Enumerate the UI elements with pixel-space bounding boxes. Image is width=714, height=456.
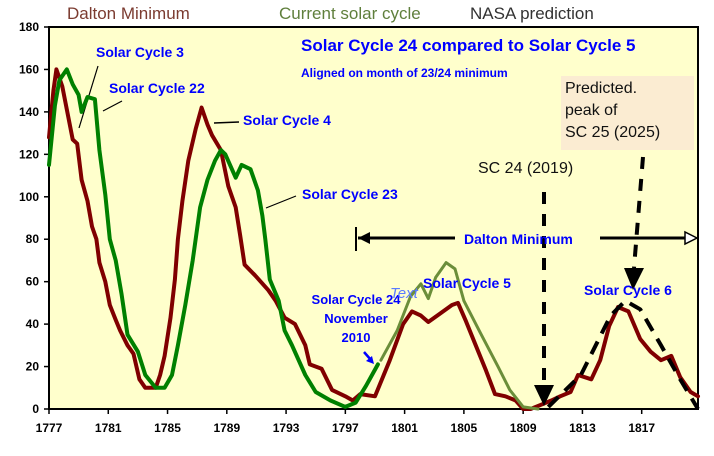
sc24-peak-arrow (534, 192, 554, 406)
y-tick-label: 100 (19, 190, 39, 204)
x-tick-label: 1781 (95, 421, 122, 435)
x-tick-label: 1809 (510, 421, 537, 435)
chart-title: Solar Cycle 24 compared to Solar Cycle 5 (301, 36, 636, 55)
x-tick-label: 1793 (273, 421, 300, 435)
x-tick-label: 1805 (451, 421, 478, 435)
prediction-line-3: SC 25 (2025) (565, 124, 661, 141)
series-nasa-prediction (546, 298, 700, 411)
label-dalton-range: Dalton Minimum (464, 231, 573, 247)
label-sc3: Solar Cycle 3 (96, 44, 184, 60)
x-tick-label: 1813 (569, 421, 596, 435)
prediction-line-2: peak of (565, 102, 618, 119)
x-tick-label: 1817 (628, 421, 655, 435)
chart-subtitle: Aligned on month of 23/24 minimum (301, 66, 508, 80)
y-tick-label: 140 (19, 105, 39, 119)
sc23-pointer (265, 195, 297, 209)
x-tick-label: 1785 (154, 421, 181, 435)
y-tick-label: 40 (26, 317, 40, 331)
label-sc4: Solar Cycle 4 (243, 112, 331, 128)
x-tick-label: 1797 (332, 421, 359, 435)
label-sc23: Solar Cycle 23 (302, 186, 398, 202)
sc4-pointer (213, 121, 240, 124)
y-tick-label: 120 (19, 147, 39, 161)
y-tick-label: 180 (19, 20, 39, 34)
y-tick-label: 20 (26, 360, 40, 374)
y-tick-label: 160 (19, 62, 39, 76)
prediction-line-1: Predicted. (565, 80, 638, 97)
series-recent-cycles (47, 67, 380, 409)
sc22-pointer (102, 100, 123, 112)
y-tick-label: 60 (26, 275, 40, 289)
x-tick-label: 1801 (391, 421, 418, 435)
sc24-arrow-icon (363, 351, 374, 364)
label-sc24-month: November (324, 311, 388, 326)
dalton-range-bracket (355, 227, 699, 251)
label-sc24: Solar Cycle 24 November 2010 (300, 290, 412, 347)
series-dalton-minimum (47, 67, 700, 411)
text-placeholder: Text (390, 285, 418, 302)
label-sc24-name: Solar Cycle 24 (311, 292, 401, 307)
legend-dalton: Dalton Minimum (67, 4, 190, 23)
sc25-prediction-arrow (624, 156, 645, 290)
y-tick-label: 0 (32, 402, 39, 416)
legend-current: Current solar cycle (279, 4, 421, 23)
label-sc22: Solar Cycle 22 (109, 80, 205, 96)
label-sc6: Solar Cycle 6 (584, 282, 672, 298)
label-sc24-year: 2010 (341, 330, 371, 345)
series-current-cycle (379, 261, 540, 411)
legend-nasa: NASA prediction (470, 4, 594, 23)
label-sc24-peak: SC 24 (2019) (478, 160, 574, 177)
x-tick-label: 1777 (36, 421, 63, 435)
x-tick-label: 1789 (213, 421, 240, 435)
prediction-note: Predicted. peak of SC 25 (2025) (561, 76, 694, 150)
y-tick-label: 80 (26, 232, 40, 246)
label-sc5: Solar Cycle 5 (423, 275, 511, 291)
